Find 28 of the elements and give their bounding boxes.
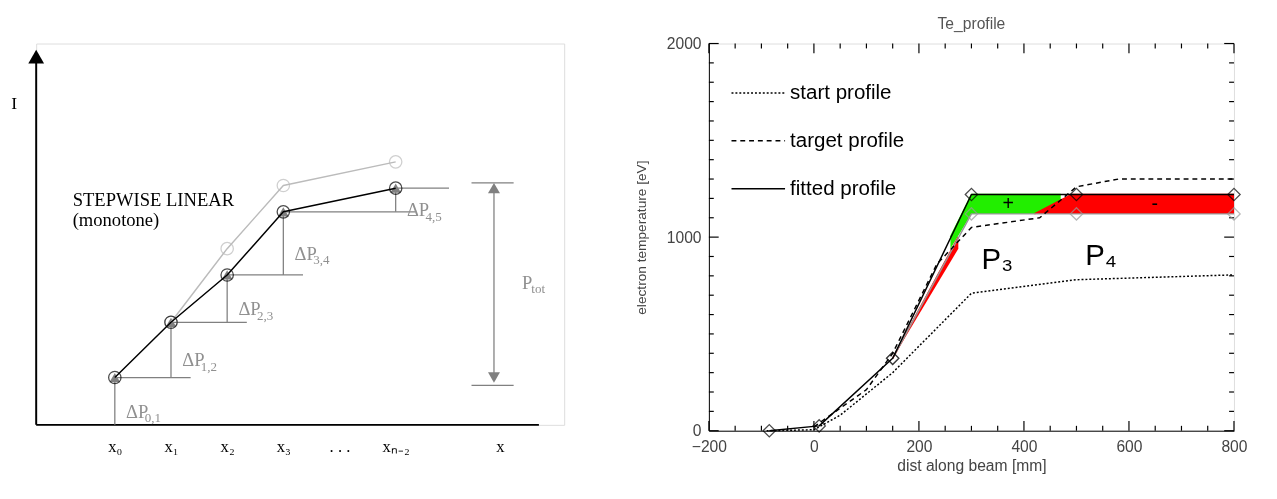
legend-label: fitted profile [790,175,897,199]
x-tick-label: x₀ [108,436,123,456]
x-tick-label: 200 [906,437,933,455]
annotation: P₄ [1085,238,1117,272]
x-tick-label: xₙ₋₂ [382,436,410,456]
x-tick-label: x₁ [164,436,179,456]
annotation: STEPWISE LINEAR (monotone) [72,188,235,232]
annotation: + [1002,191,1014,214]
x-tick-label: x₂ [220,436,235,456]
x-tick-label: 800 [1221,437,1248,455]
annotation: P₃ [981,242,1014,276]
y-axis-title: electron temperature [eV] [634,160,650,315]
annotation: - [1151,191,1159,214]
x-tick-label: 600 [1116,437,1143,455]
legend-label: start profile [790,79,892,103]
y-tick-label: 1000 [666,228,702,246]
x-axis-title: dist along beam [mm] [897,457,1047,475]
x-tick-label: 0 [810,437,820,455]
chart-title: Te_profile [937,14,1006,33]
x-axis-title: x [496,436,506,456]
y-tick-label: 0 [692,422,702,440]
x-tick-label: −200 [691,437,728,455]
y-tick-label: 2000 [666,34,702,52]
x-tick-label: x₃ [276,436,291,456]
x-tick-label: . . . [329,436,351,456]
x-tick-label: 400 [1011,437,1038,455]
y-axis-title: I [11,92,18,113]
legend-label: target profile [790,127,905,151]
